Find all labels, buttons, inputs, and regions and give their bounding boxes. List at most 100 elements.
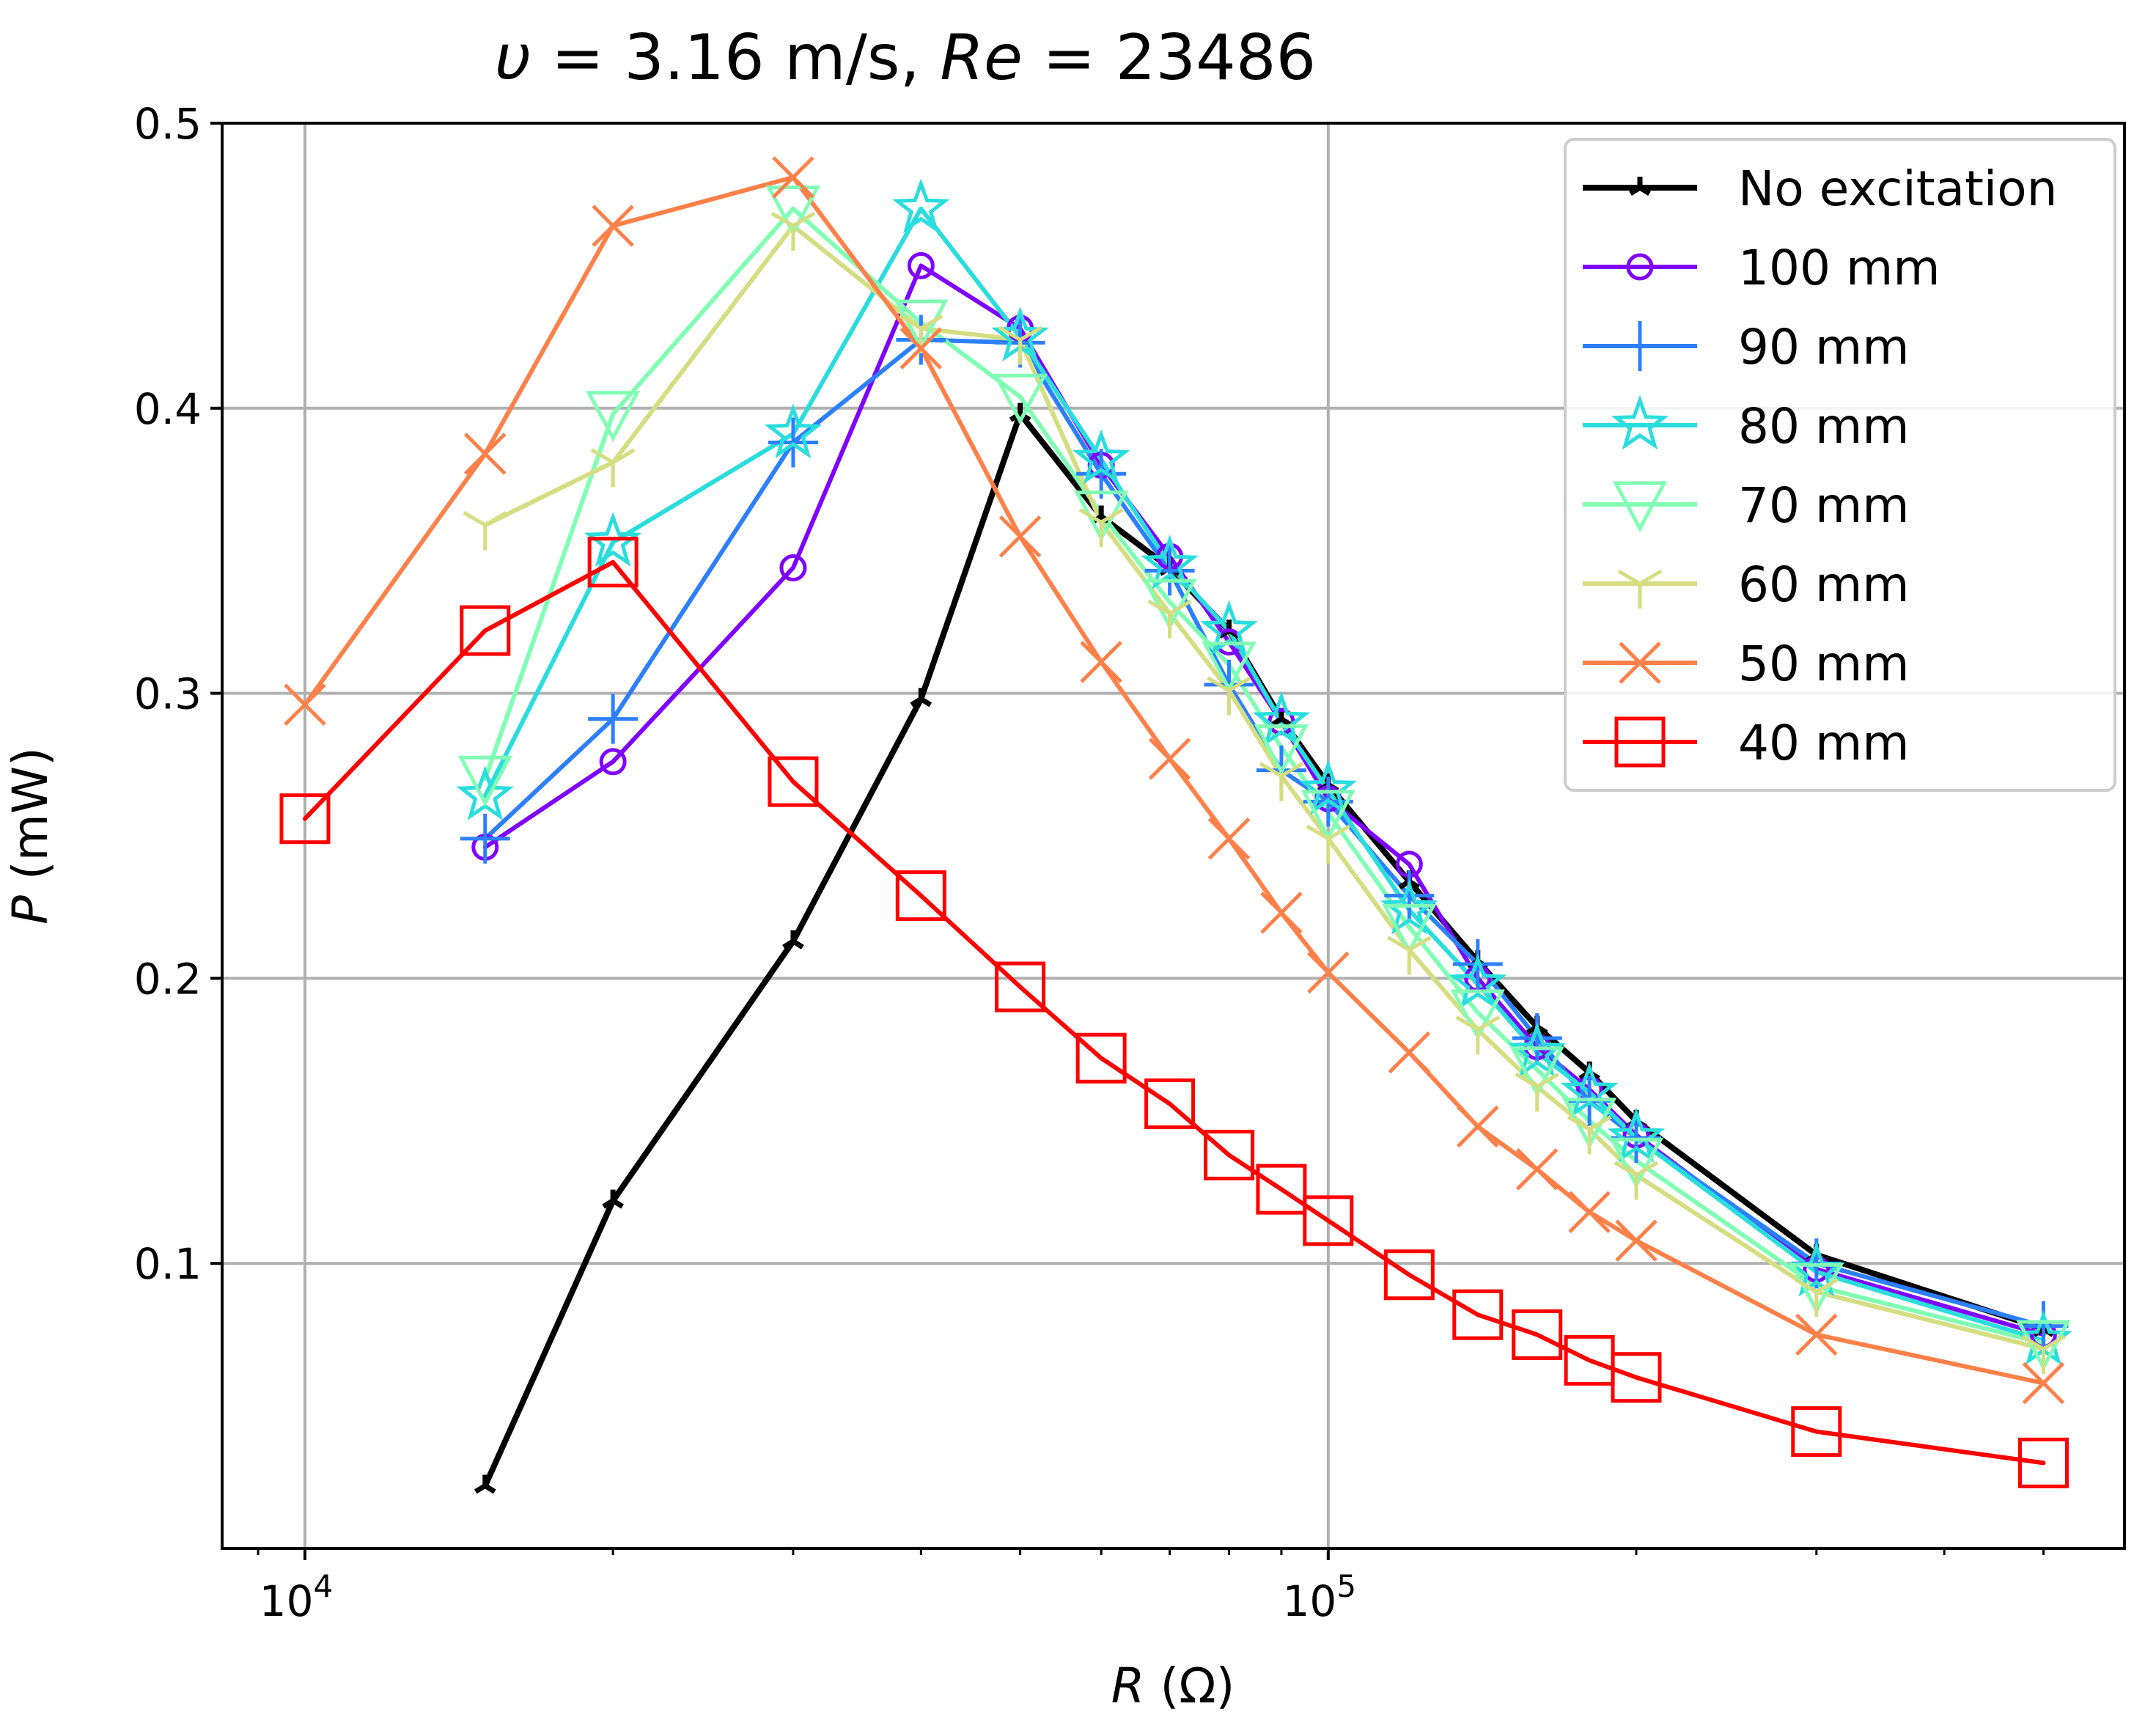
data-point xyxy=(1509,1046,1564,1098)
data-point xyxy=(1075,1032,1127,1084)
data-point xyxy=(1306,824,1351,864)
data-point xyxy=(599,748,627,776)
data-point xyxy=(772,156,814,199)
data-point xyxy=(1449,953,1507,1009)
legend-marker xyxy=(1612,481,1668,533)
data-point xyxy=(1388,1031,1431,1074)
data-point xyxy=(1260,892,1303,934)
legend-label: 40 mm xyxy=(1738,715,1910,771)
data-point xyxy=(1789,1263,1844,1315)
data-point xyxy=(895,870,946,922)
data-point xyxy=(1202,642,1257,694)
data-point xyxy=(907,251,935,279)
data-point xyxy=(1512,1013,1562,1064)
data-point xyxy=(1515,1148,1559,1191)
legend-label: 60 mm xyxy=(1738,556,1910,613)
legend-label: 90 mm xyxy=(1738,319,1910,375)
data-point xyxy=(1080,641,1122,683)
data-point xyxy=(764,403,823,459)
series-line-40-mm xyxy=(303,559,2046,1466)
data-point xyxy=(1560,1062,1619,1117)
data-point xyxy=(463,433,507,475)
data-point xyxy=(1615,1219,1658,1262)
data-point xyxy=(1200,600,1258,655)
data-point xyxy=(1608,1137,1664,1189)
x-tick-label: 105 xyxy=(1283,1568,1357,1626)
x-axis-label: R (Ω) xyxy=(1111,1658,1235,1714)
data-point xyxy=(765,185,821,237)
data-point xyxy=(1299,760,1358,815)
data-point xyxy=(1303,1195,1354,1246)
series-markers-50-mm xyxy=(284,156,2065,1405)
data-point xyxy=(1452,1289,1504,1340)
data-point xyxy=(463,511,508,551)
data-point xyxy=(770,211,816,251)
legend-label: 50 mm xyxy=(1738,636,1910,692)
legend-marker xyxy=(1615,321,1665,371)
legend-box xyxy=(1564,138,2116,792)
data-point xyxy=(1078,508,1124,548)
data-point xyxy=(894,299,949,351)
data-point xyxy=(998,326,1042,365)
data-point xyxy=(590,448,636,488)
data-point xyxy=(2022,1361,2065,1405)
legend-item: 50 mm xyxy=(1583,636,1910,692)
data-point xyxy=(460,813,510,864)
data-point xyxy=(587,537,639,588)
legend-label: 70 mm xyxy=(1738,477,1910,534)
data-point xyxy=(779,554,807,582)
series-markers-40-mm xyxy=(279,537,2069,1488)
data-point xyxy=(899,327,943,370)
data-point xyxy=(2021,1334,2066,1374)
data-point xyxy=(1567,1115,1612,1155)
legend-item: 80 mm xyxy=(1583,394,1910,455)
legend-item: 70 mm xyxy=(1583,477,1910,534)
x-tick-label: 104 xyxy=(260,1568,334,1626)
data-point xyxy=(1515,1072,1559,1112)
data-point xyxy=(1508,1022,1567,1077)
legend-label: No excitation xyxy=(1738,161,2057,217)
data-point xyxy=(460,605,511,656)
data-point xyxy=(1614,1161,1659,1200)
data-point xyxy=(910,688,932,708)
data-point xyxy=(2018,1301,2069,1351)
plot-frame xyxy=(221,122,2126,1550)
y-tick-label: 0.5 xyxy=(134,99,202,149)
data-point xyxy=(1144,1078,1196,1129)
data-point xyxy=(1795,1313,1838,1356)
data-point xyxy=(892,178,950,234)
data-point xyxy=(585,391,641,442)
data-point xyxy=(457,755,512,807)
data-point xyxy=(1204,1129,1255,1180)
data-point xyxy=(474,1474,496,1494)
data-point xyxy=(1300,790,1355,842)
series-line-50-mm xyxy=(303,174,2046,1386)
data-point xyxy=(1455,1015,1501,1055)
y-axis-label: P (mW) xyxy=(2,747,59,925)
data-point xyxy=(1794,1277,1839,1317)
data-point xyxy=(588,694,639,744)
data-point xyxy=(1252,691,1311,746)
series-markers-70-mm xyxy=(457,185,2071,1372)
x-axis: 104 105 xyxy=(257,1548,2045,1626)
data-point xyxy=(1144,545,1195,596)
data-point xyxy=(1611,1352,1662,1403)
data-point xyxy=(1568,1191,1611,1233)
data-point xyxy=(1254,724,1309,776)
data-point xyxy=(1382,903,1437,955)
data-point xyxy=(1607,1107,1666,1163)
data-point xyxy=(1383,1249,1435,1301)
data-point xyxy=(1457,1105,1499,1148)
data-point xyxy=(1450,989,1505,1041)
data-point xyxy=(1147,599,1192,639)
y-tick-label: 0.4 xyxy=(134,384,202,434)
data-point xyxy=(2016,1320,2071,1372)
legend-marker xyxy=(1614,716,1666,768)
chart-title: υ = 3.16 m/s, Re = 23486 xyxy=(495,21,1317,95)
data-point xyxy=(279,793,331,845)
legend: No excitation 100 mm 90 mm 80 mm 70 mm 60 mm 5… xyxy=(1564,138,2116,792)
legend-item: No excitation xyxy=(1583,161,2057,217)
data-point xyxy=(602,1189,624,1209)
y-tick-label: 0.1 xyxy=(134,1239,202,1289)
legend-item: 100 mm xyxy=(1583,240,1940,296)
